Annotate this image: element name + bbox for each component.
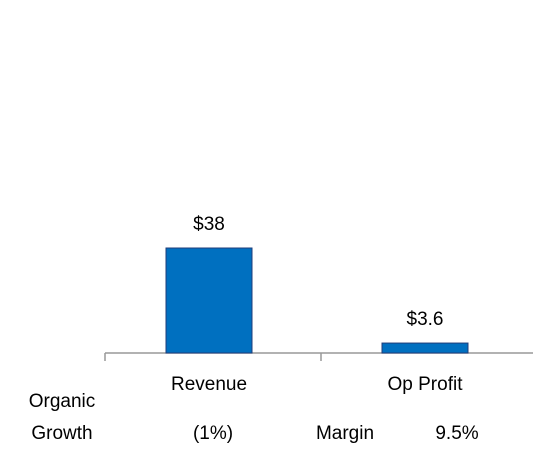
annotation: Organic Growth [28, 391, 96, 444]
bar [381, 342, 469, 354]
x-tick-label: Revenue [171, 374, 247, 395]
x-tick-label: Op Profit [388, 374, 464, 395]
value-label: $38 [193, 214, 225, 235]
bar [165, 247, 253, 354]
annotation: Margin [315, 423, 375, 444]
annotation: 9.5% [435, 423, 479, 444]
annotation: (1%) [192, 423, 234, 444]
value-label: $3.6 [407, 309, 444, 330]
